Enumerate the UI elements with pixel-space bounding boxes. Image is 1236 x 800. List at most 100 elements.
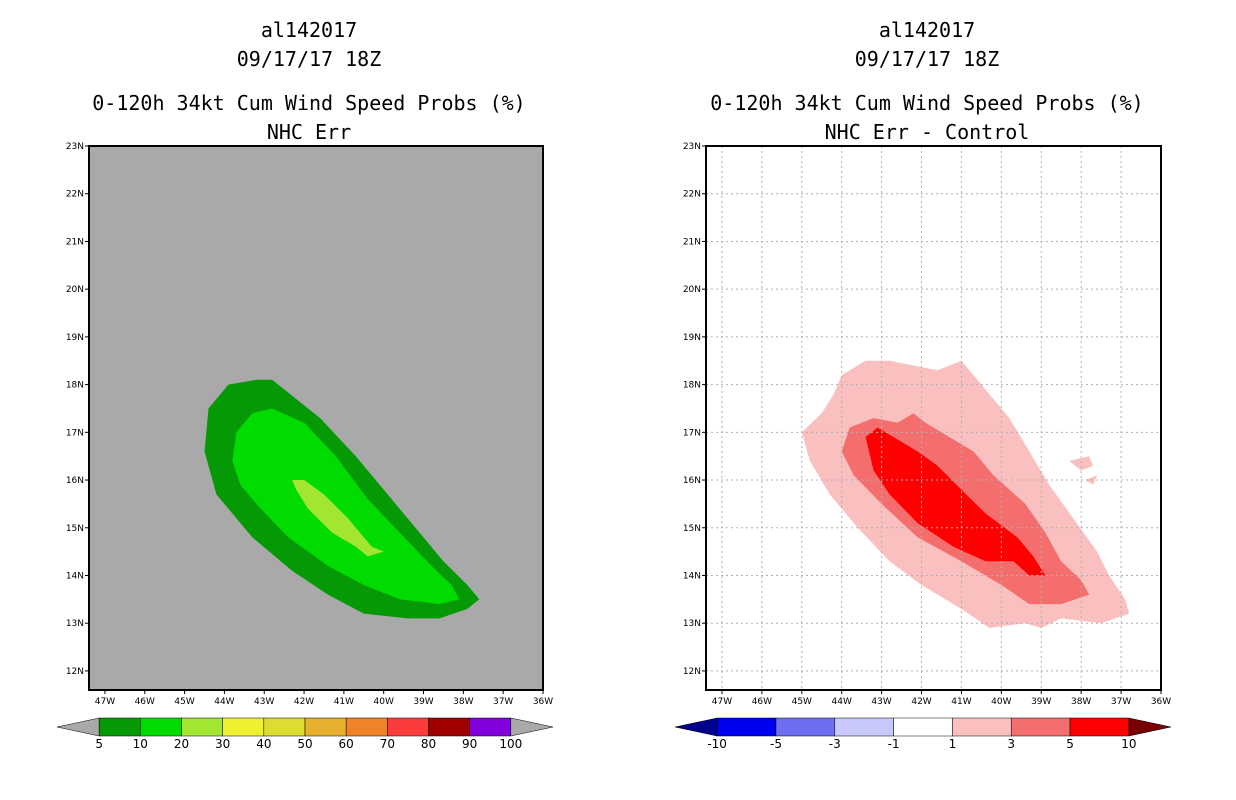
colorbar-high-triangle <box>510 717 554 737</box>
colorbar-cell <box>222 717 265 737</box>
y-tick-label: 21N <box>683 237 701 247</box>
x-tick-label: 41W <box>334 697 354 707</box>
colorbar-label: 30 <box>215 737 230 751</box>
colorbar-low-triangle <box>674 717 718 737</box>
y-tick-label: 14N <box>66 571 84 581</box>
plot-frame <box>705 145 1162 691</box>
colorbar-label: 1 <box>949 737 957 751</box>
x-tick-label: 37W <box>1111 697 1131 707</box>
colorbar-high-triangle <box>1128 717 1172 737</box>
y-tick-label: 13N <box>683 619 701 629</box>
y-tick-label: 13N <box>66 619 84 629</box>
colorbar-label: -10 <box>707 737 727 751</box>
contour-10-1 <box>232 408 460 605</box>
colorbar-cell <box>304 717 347 737</box>
colorbar-label: 60 <box>339 737 354 751</box>
x-tick-label: 46W <box>135 697 155 707</box>
y-tick-label: 18N <box>66 381 84 391</box>
colorbar-label: 5 <box>95 737 103 751</box>
x-tick-label: 41W <box>951 697 971 707</box>
x-tick-label: 37W <box>493 697 513 707</box>
y-tick-label: 19N <box>683 333 701 343</box>
left-chart-subtitle: NHC Err <box>266 120 352 144</box>
y-tick-label: 22N <box>683 190 701 200</box>
y-tick-label: 23N <box>683 142 701 152</box>
y-tick-label: 17N <box>683 428 701 438</box>
x-tick-label: 38W <box>453 697 473 707</box>
x-tick-label: 40W <box>991 697 1011 707</box>
x-tick-label: 42W <box>294 697 314 707</box>
right-datetime: 09/17/17 18Z <box>854 47 1000 71</box>
colorbar-cell <box>893 717 953 737</box>
x-tick-label: 39W <box>1031 697 1051 707</box>
plot-frame <box>88 145 544 691</box>
colorbar-label: 10 <box>133 737 148 751</box>
colorbar-label: -3 <box>829 737 841 751</box>
contour-1-1 <box>1069 456 1094 471</box>
y-tick-label: 17N <box>66 428 84 438</box>
contour-20-2 <box>292 480 384 557</box>
colorbar-label: 3 <box>1007 737 1015 751</box>
y-tick-label: 20N <box>683 285 701 295</box>
colorbar: 5 10 20 30 40 50 60 70 80 90 100 <box>56 717 554 751</box>
x-tick-label: 47W <box>95 697 115 707</box>
x-tick-label: 43W <box>254 697 274 707</box>
x-tick-label: 45W <box>174 697 194 707</box>
colorbar-cell <box>140 717 182 737</box>
x-tick-label: 42W <box>911 697 931 707</box>
right-storm-id: al142017 <box>878 18 976 42</box>
colorbar-low-triangle <box>56 717 100 737</box>
colorbar-label: 40 <box>256 737 271 751</box>
panel-right: 47W 46W 45W 44W 43W 42W 41W 40W 39W 38W 37W 36W 23N 2… <box>674 142 1172 751</box>
left-datetime: 09/17/17 18Z <box>236 47 382 71</box>
colorbar-label: 5 <box>1066 737 1074 751</box>
colorbar-cell <box>345 717 388 737</box>
y-tick-label: 20N <box>66 285 84 295</box>
x-tick-label: 44W <box>832 697 852 707</box>
x-tick-label: 36W <box>1151 697 1171 707</box>
colorbar-label: 90 <box>462 737 477 751</box>
y-tick-label: 22N <box>66 190 84 200</box>
colorbar-cell <box>469 717 512 737</box>
colorbar-label: 10 <box>1121 737 1136 751</box>
colorbar-cell <box>181 717 223 737</box>
colorbar-cell <box>98 717 141 737</box>
y-tick-label: 14N <box>683 571 701 581</box>
y-tick-label: 21N <box>66 237 84 247</box>
x-tick-label: 47W <box>712 697 732 707</box>
right-chart-subtitle: NHC Err - Control <box>824 120 1030 144</box>
colorbar-label: -5 <box>770 737 782 751</box>
y-tick-label: 15N <box>66 524 84 534</box>
contour-5-4 <box>865 427 1046 576</box>
y-tick-label: 15N <box>683 524 701 534</box>
right-chart-title: 0-120h 34kt Cum Wind Speed Probs (%) <box>710 91 1144 115</box>
colorbar-cell <box>716 717 777 737</box>
colorbar-cell <box>1069 717 1130 737</box>
colorbar-label: 20 <box>174 737 189 751</box>
y-tick-label: 16N <box>66 476 84 486</box>
colorbar-cell <box>263 717 306 737</box>
panel-left: 47W 46W 45W 44W 43W 42W 41W 40W 39W 38W 37W 36W 23N 2… <box>56 142 554 751</box>
colorbar-cell <box>834 717 894 737</box>
colorbar-cell <box>428 717 470 737</box>
colorbar-cell <box>387 717 429 737</box>
colorbar-cell <box>1010 717 1071 737</box>
colorbar: -10 -5 -3 -1 1 3 5 10 <box>674 717 1172 751</box>
y-tick-label: 18N <box>683 381 701 391</box>
x-tick-label: 36W <box>533 697 553 707</box>
x-tick-label: 45W <box>792 697 812 707</box>
x-tick-label: 40W <box>374 697 394 707</box>
y-tick-label: 19N <box>66 333 84 343</box>
x-tick-label: 46W <box>752 697 772 707</box>
y-tick-label: 12N <box>66 667 84 677</box>
y-tick-label: 16N <box>683 476 701 486</box>
y-tick-label: 23N <box>66 142 84 152</box>
colorbar-label: 70 <box>380 737 395 751</box>
colorbar-label: 50 <box>297 737 312 751</box>
colorbar-label: -1 <box>888 737 900 751</box>
x-tick-label: 38W <box>1071 697 1091 707</box>
x-tick-label: 44W <box>214 697 234 707</box>
colorbar-label: 100 <box>499 737 522 751</box>
left-chart-title: 0-120h 34kt Cum Wind Speed Probs (%) <box>92 91 526 115</box>
